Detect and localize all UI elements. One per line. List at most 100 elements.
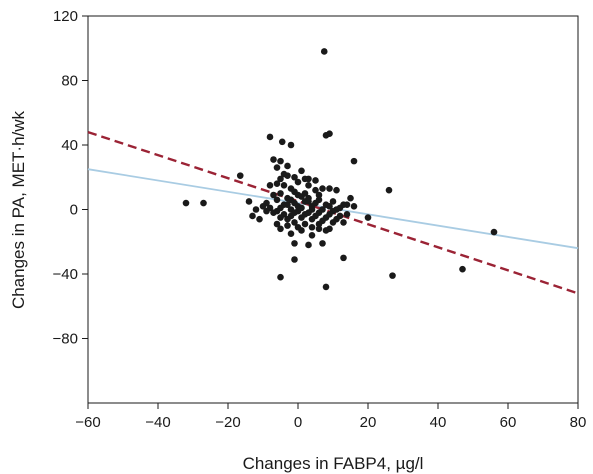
data-point <box>490 228 498 236</box>
data-point <box>236 172 244 179</box>
x-tick-label: −40 <box>145 414 170 431</box>
data-point <box>350 157 358 165</box>
x-tick-label: −20 <box>215 414 240 431</box>
data-point <box>277 204 284 212</box>
data-point <box>291 173 298 181</box>
data-point <box>270 156 277 163</box>
data-point <box>340 219 347 226</box>
data-point <box>273 180 281 187</box>
data-point <box>287 141 295 149</box>
data-point <box>291 219 298 226</box>
data-point <box>326 185 333 192</box>
data-point <box>326 130 333 138</box>
data-point <box>319 185 326 192</box>
data-point <box>284 201 291 208</box>
y-tick-label: −40 <box>53 266 78 283</box>
data-point <box>298 167 305 175</box>
data-point <box>305 182 312 189</box>
data-point <box>347 194 354 202</box>
data-point <box>294 178 302 186</box>
x-tick-label: 0 <box>294 414 302 431</box>
y-tick-label: 0 <box>70 202 78 219</box>
data-point <box>329 219 337 226</box>
data-point <box>322 283 330 291</box>
data-point <box>273 220 281 228</box>
data-point <box>389 272 396 279</box>
data-point <box>266 133 274 141</box>
data-point <box>277 225 284 233</box>
data-point <box>340 254 347 262</box>
data-point <box>291 256 298 263</box>
y-axis-ticks: −80 −40 0 40 80 120 <box>53 8 88 348</box>
data-point <box>245 198 253 205</box>
data-point <box>284 162 291 170</box>
x-tick-label: 40 <box>430 414 447 431</box>
data-point <box>294 207 302 215</box>
data-point <box>315 191 323 199</box>
data-point <box>182 199 190 207</box>
y-tick-label: 80 <box>61 73 78 90</box>
data-point <box>291 240 298 247</box>
data-point <box>252 206 260 213</box>
data-point <box>336 204 344 212</box>
data-point <box>315 220 323 228</box>
data-point <box>278 138 286 146</box>
data-point <box>291 188 298 196</box>
data-point <box>287 196 295 204</box>
data-point <box>326 202 333 210</box>
data-point <box>312 177 319 184</box>
data-point <box>266 204 274 212</box>
data-point <box>298 193 305 200</box>
data-point <box>329 207 337 215</box>
x-axis-ticks: −60 −40 −20 0 20 40 60 80 <box>75 403 586 431</box>
data-point <box>343 211 351 218</box>
data-point <box>259 202 267 210</box>
data-point <box>277 273 284 281</box>
data-point <box>277 190 284 197</box>
data-point <box>273 164 281 171</box>
data-point <box>385 186 393 194</box>
data-point <box>200 199 207 207</box>
x-axis-label: Changes in FABP4, µg/l <box>243 454 424 473</box>
y-tick-label: −80 <box>53 331 78 348</box>
data-point <box>270 191 277 199</box>
data-point <box>343 201 351 208</box>
data-point <box>308 223 316 231</box>
data-point <box>256 215 263 223</box>
data-point <box>308 232 316 239</box>
y-axis-label: Changes in PA, MET·h/wk <box>9 110 28 309</box>
data-point <box>350 202 358 210</box>
data-point <box>319 240 326 247</box>
data-point <box>301 175 309 183</box>
data-point <box>315 196 323 204</box>
data-point <box>280 170 288 178</box>
x-tick-label: −60 <box>75 414 100 431</box>
data-point <box>277 157 284 165</box>
data-point <box>266 182 274 189</box>
data-point <box>326 225 333 233</box>
data-point <box>298 227 305 234</box>
data-point <box>315 209 323 217</box>
data-point <box>280 182 288 189</box>
data-points <box>182 48 498 291</box>
data-point <box>287 230 295 237</box>
data-point <box>294 202 302 210</box>
y-tick-label: 120 <box>53 8 78 25</box>
data-point <box>320 48 328 55</box>
data-point <box>312 186 319 194</box>
data-point <box>273 196 281 204</box>
data-point <box>336 212 344 220</box>
x-tick-label: 20 <box>360 414 377 431</box>
data-point <box>249 212 256 220</box>
data-point <box>459 265 466 273</box>
data-point <box>364 214 372 221</box>
data-point <box>305 209 312 217</box>
data-point <box>329 198 337 205</box>
data-point <box>301 220 309 228</box>
x-tick-label: 60 <box>500 414 517 431</box>
data-point <box>305 198 312 205</box>
data-point <box>305 241 312 249</box>
data-point <box>280 211 288 218</box>
data-point <box>277 175 284 183</box>
